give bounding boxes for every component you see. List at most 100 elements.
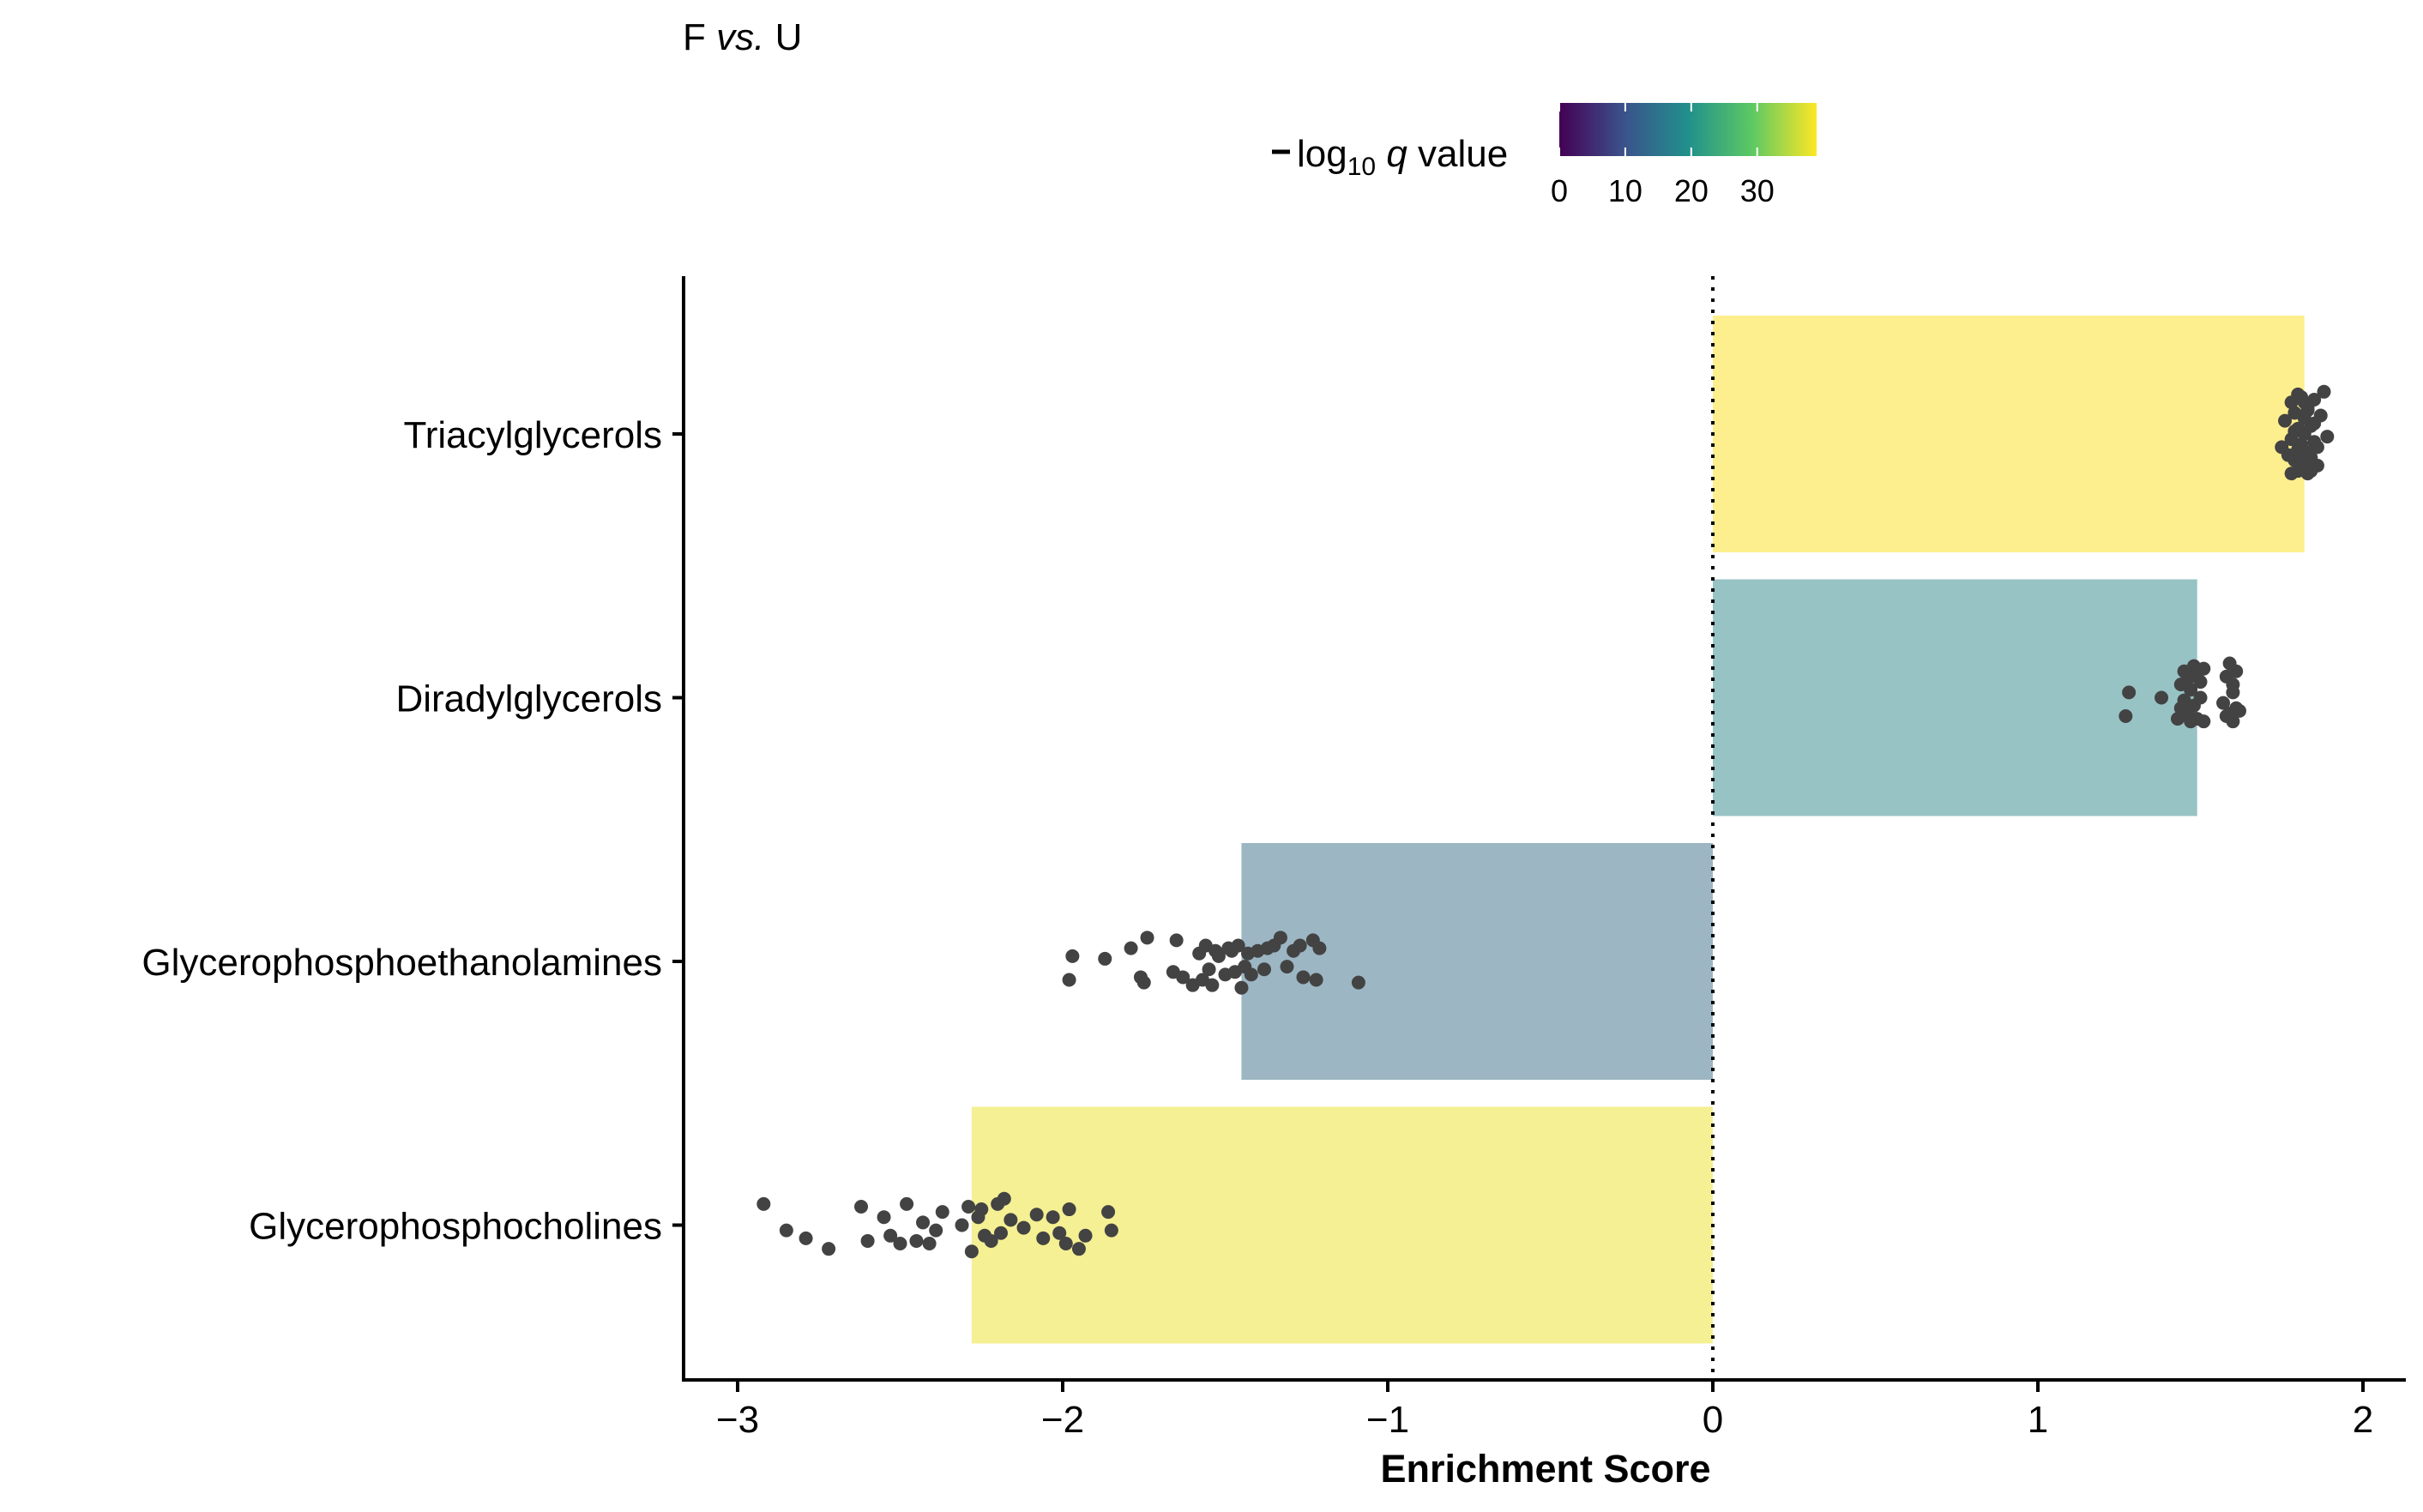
x-tick-label: −3 — [716, 1399, 759, 1441]
x-axis-label: Enrichment Score — [1380, 1447, 1710, 1491]
point-glycerophosphocholines — [1016, 1220, 1031, 1235]
point-glycerophosphoethanolamines — [1140, 931, 1154, 945]
point-triacylglycerols — [2293, 448, 2308, 462]
point-triacylglycerols — [2304, 464, 2318, 479]
point-glycerophosphoethanolamines — [1062, 973, 1076, 987]
point-glycerophosphocholines — [1058, 1237, 1073, 1251]
y-tick-label: Diradylglycerols — [395, 678, 662, 720]
x-tick-label: 0 — [1703, 1399, 1723, 1441]
plot-area: Triacylglycerols Diradylglycerols Glycerop… — [142, 276, 2406, 1441]
bar-glycerophosphocholines — [971, 1106, 1713, 1344]
point-diradylglycerols — [2193, 675, 2208, 690]
point-glycerophosphocholines — [900, 1196, 914, 1211]
point-glycerophosphocholines — [877, 1210, 891, 1225]
bar-diradylglycerols — [1713, 579, 2197, 816]
y-tick-label: Glycerophosphoethanolamines — [142, 942, 662, 984]
bar-glycerophosphoethanolamines — [1241, 843, 1713, 1080]
point-glycerophosphocholines — [1004, 1213, 1018, 1227]
legend-title: log10 q value — [1297, 133, 1508, 181]
point-glycerophosphocholines — [955, 1218, 969, 1232]
point-glycerophosphoethanolamines — [1176, 970, 1190, 985]
point-glycerophosphocholines — [1046, 1210, 1060, 1225]
point-glycerophosphoethanolamines — [1124, 941, 1138, 955]
point-triacylglycerols — [2317, 384, 2331, 399]
point-glycerophosphoethanolamines — [1065, 949, 1080, 963]
chart-title-text: F vs. U — [683, 16, 802, 58]
point-glycerophosphocholines — [974, 1202, 989, 1217]
point-diradylglycerols — [2197, 661, 2211, 676]
point-diradylglycerols — [2122, 685, 2137, 700]
x-tick-label: −1 — [1366, 1399, 1409, 1441]
point-glycerophosphoethanolamines — [1244, 967, 1258, 982]
chart-title: F vs. U — [683, 16, 802, 58]
point-glycerophosphocholines — [1078, 1228, 1093, 1243]
point-glycerophosphocholines — [1062, 1202, 1076, 1217]
point-glycerophosphoethanolamines — [1098, 951, 1112, 966]
data-points — [756, 384, 2335, 1259]
point-glycerophosphocholines — [779, 1223, 793, 1238]
point-glycerophosphoethanolamines — [1309, 973, 1323, 987]
point-diradylglycerols — [2226, 678, 2240, 692]
point-glycerophosphoethanolamines — [1351, 975, 1365, 990]
point-glycerophosphocholines — [984, 1233, 998, 1248]
point-triacylglycerols — [2284, 467, 2299, 481]
legend-title-q: q — [1386, 133, 1407, 175]
point-glycerophosphocholines — [1104, 1223, 1118, 1238]
point-triacylglycerols — [2278, 413, 2293, 428]
point-glycerophosphocholines — [799, 1231, 813, 1245]
x-axis-ticks: −3 −2 −1 0 1 2 — [716, 1380, 2373, 1441]
point-glycerophosphocholines — [916, 1215, 931, 1230]
legend-title-log: log — [1297, 133, 1347, 175]
point-glycerophosphoethanolamines — [1231, 938, 1245, 953]
point-glycerophosphoethanolamines — [1280, 960, 1294, 974]
point-diradylglycerols — [2193, 690, 2208, 705]
point-glycerophosphocholines — [883, 1228, 898, 1243]
point-glycerophosphocholines — [1036, 1231, 1051, 1245]
bars — [971, 316, 2305, 1344]
point-triacylglycerols — [2320, 430, 2335, 444]
point-glycerophosphocholines — [854, 1199, 869, 1214]
point-diradylglycerols — [2119, 709, 2133, 724]
point-diradylglycerols — [2229, 664, 2244, 678]
point-glycerophosphoethanolamines — [1202, 962, 1216, 977]
x-tick-label: 2 — [2353, 1399, 2373, 1441]
point-glycerophosphoethanolamines — [1312, 941, 1327, 955]
legend-tick-label: 30 — [1740, 173, 1775, 208]
point-glycerophosphoethanolamines — [1257, 962, 1271, 977]
point-glycerophosphocholines — [756, 1196, 771, 1211]
y-tick-label: Triacylglycerols — [403, 414, 662, 456]
point-glycerophosphoethanolamines — [1296, 970, 1311, 985]
point-diradylglycerols — [2197, 714, 2211, 729]
point-glycerophosphocholines — [893, 1237, 907, 1251]
point-diradylglycerols — [2155, 690, 2169, 705]
point-glycerophosphoethanolamines — [1273, 931, 1287, 945]
legend-ticks: 0 10 20 30 — [1551, 103, 1775, 208]
point-glycerophosphocholines — [929, 1223, 943, 1238]
point-glycerophosphocholines — [922, 1237, 937, 1251]
legend-tick-label: 20 — [1674, 173, 1709, 208]
point-glycerophosphocholines — [961, 1199, 976, 1214]
point-glycerophosphocholines — [993, 1226, 1008, 1240]
point-glycerophosphocholines — [997, 1191, 1011, 1206]
point-triacylglycerols — [2307, 416, 2322, 431]
point-glycerophosphocholines — [1071, 1242, 1086, 1256]
point-triacylglycerols — [2300, 403, 2315, 418]
point-diradylglycerols — [2184, 683, 2198, 697]
point-glycerophosphocholines — [909, 1233, 924, 1248]
legend: log10 q value 0 10 20 30 — [1272, 103, 1817, 208]
point-triacylglycerols — [2310, 440, 2324, 455]
point-glycerophosphoethanolamines — [1211, 949, 1226, 963]
legend-tick-label: 10 — [1608, 173, 1642, 208]
point-diradylglycerols — [2216, 696, 2231, 710]
point-glycerophosphoethanolamines — [1234, 980, 1249, 995]
point-glycerophosphoethanolamines — [1205, 978, 1220, 992]
legend-colorbar — [1559, 103, 1817, 156]
point-glycerophosphoethanolamines — [1169, 933, 1184, 948]
point-glycerophosphocholines — [964, 1244, 979, 1259]
point-glycerophosphocholines — [822, 1242, 836, 1256]
point-diradylglycerols — [2219, 709, 2233, 724]
chart-title-italic: vs. — [716, 16, 764, 58]
legend-title-rest: value — [1418, 133, 1508, 175]
point-glycerophosphocholines — [860, 1233, 875, 1248]
